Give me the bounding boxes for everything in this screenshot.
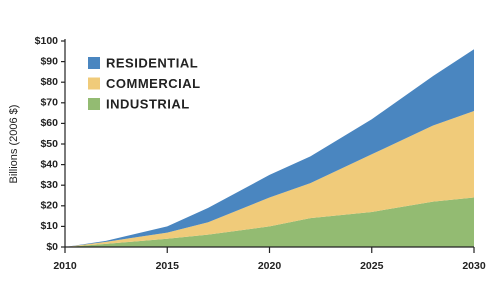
y-tick-label: $50	[40, 138, 58, 150]
x-tick-label: 2030	[462, 260, 486, 272]
x-tick-label: 2025	[360, 260, 384, 272]
y-tick-label: $40	[40, 158, 58, 170]
area	[65, 111, 474, 247]
legend-swatch	[88, 57, 100, 69]
y-tick-label: $70	[40, 97, 58, 109]
y-tick-label: $0	[46, 241, 58, 253]
legend-swatch	[88, 77, 100, 90]
x-tick-label: 2010	[53, 260, 77, 272]
x-tick-label: 2020	[258, 260, 282, 272]
x-tick-label: 2015	[156, 260, 180, 272]
legend-label: INDUSTRIAL	[106, 96, 190, 111]
area	[65, 197, 474, 247]
legend-label: RESIDENTIAL	[106, 55, 198, 70]
y-tick-label: $100	[35, 35, 59, 47]
legend-label: COMMERCIAL	[106, 76, 201, 91]
y-tick-label: $90	[40, 55, 58, 67]
y-tick-label: $30	[40, 179, 58, 191]
y-tick-label: $20	[40, 200, 58, 212]
legend-swatch	[88, 98, 100, 110]
y-axis-label: Billions (2006 $)	[8, 105, 20, 184]
y-tick-label: $60	[40, 117, 58, 129]
y-tick-label: $80	[40, 76, 58, 88]
y-tick-label: $10	[40, 220, 58, 232]
